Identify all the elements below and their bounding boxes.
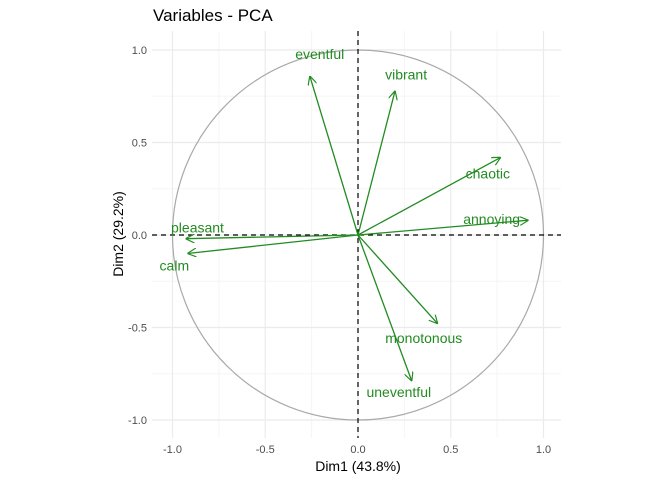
y-tick-labels: -1.0 -0.5 0.0 0.5 1.0	[128, 45, 147, 427]
label-eventful: eventful	[295, 46, 344, 62]
arrow-annoying	[357, 220, 529, 236]
label-chaotic: chaotic	[466, 165, 510, 181]
label-calm: calm	[160, 258, 190, 274]
arrow-chaotic	[357, 157, 501, 236]
x-tick-label: 1.0	[536, 444, 551, 456]
x-tick-labels: -1.0 -0.5 0.0 0.5 1.0	[163, 444, 551, 456]
x-axis-title: Dim1 (43.8%)	[315, 458, 401, 474]
x-tick-label: -1.0	[163, 444, 182, 456]
arrow-monotonous	[357, 234, 438, 324]
arrow-calm	[187, 234, 359, 254]
label-annoying: annoying	[463, 211, 520, 227]
label-monotonous: monotonous	[385, 330, 462, 346]
reference-lines	[152, 31, 561, 438]
x-tick-label: 0.5	[443, 444, 458, 456]
y-tick-label: 1.0	[132, 45, 147, 57]
y-tick-label: 0.0	[132, 230, 147, 242]
x-tick-label: -0.5	[256, 444, 275, 456]
chart-title: Variables - PCA	[153, 6, 273, 25]
arrow-pleasant	[185, 235, 359, 239]
x-tick-label: 0.0	[350, 444, 365, 456]
label-vibrant: vibrant	[385, 67, 427, 83]
y-tick-label: -0.5	[128, 323, 147, 335]
variable-arrows	[185, 76, 528, 381]
arrow-eventful	[310, 76, 359, 236]
variable-labels: eventful vibrant chaotic annoying pleasant ca…	[160, 46, 521, 400]
label-uneventful: uneventful	[366, 384, 431, 400]
y-tick-label: 0.5	[132, 138, 147, 150]
y-tick-label: -1.0	[128, 415, 147, 427]
arrow-uneventful	[357, 234, 412, 381]
arrow-vibrant	[357, 91, 395, 236]
label-pleasant: pleasant	[171, 220, 224, 236]
y-axis-title: Dim2 (29.2%)	[110, 191, 126, 277]
